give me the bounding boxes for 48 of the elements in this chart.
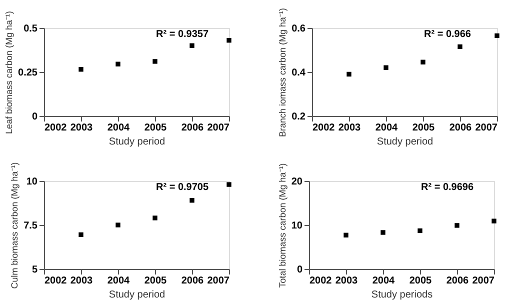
y-tick-label: 10 bbox=[291, 220, 303, 232]
y-tick-label: 0 bbox=[32, 112, 38, 122]
x-tick-label: 2004 bbox=[375, 122, 398, 134]
y-axis-title: Branch iomass carbon (Mg ha⁻¹) bbox=[278, 8, 288, 138]
y-tick-label: 0.2 bbox=[292, 112, 306, 122]
annotation: R² = 0.966 bbox=[424, 29, 472, 40]
y-tick-label: 0 bbox=[296, 264, 303, 276]
x-tick-label: 2002 bbox=[312, 122, 336, 134]
x-tick-label: 2006 bbox=[449, 122, 472, 134]
x-axis-title: Study period bbox=[376, 136, 434, 148]
x-axis-title: Study period bbox=[108, 290, 166, 300]
x-tick-label: 2004 bbox=[107, 122, 130, 134]
y-tick-label: 0.6 bbox=[292, 24, 306, 34]
y-tick-label: 7.5 bbox=[24, 220, 38, 232]
x-tick-label: 2007 bbox=[472, 276, 495, 286]
x-tick-label: 2005 bbox=[412, 122, 436, 134]
y-axis-title: Culm biomass carbon (Mg ha⁻¹) bbox=[10, 162, 20, 289]
x-tick-label: 2006 bbox=[181, 276, 204, 286]
x-tick-label: 2005 bbox=[144, 276, 168, 286]
y-tick-label: 5 bbox=[32, 264, 38, 276]
x-tick-label: 2007 bbox=[475, 122, 498, 134]
y-axis-title: Total biomass carbon (Mg ha⁻¹) bbox=[277, 163, 288, 288]
x-axis-title: Study periods bbox=[371, 290, 433, 300]
y-tick-label: 20 bbox=[291, 176, 303, 188]
x-tick-label: 2005 bbox=[144, 122, 168, 134]
x-tick-label: 2007 bbox=[207, 276, 230, 286]
x-tick-label: 2003 bbox=[338, 122, 362, 134]
x-tick-label: 2004 bbox=[107, 276, 130, 286]
x-tick-label: 2003 bbox=[70, 276, 94, 286]
x-axis-title: Study period bbox=[108, 136, 166, 148]
y-axis-title: Leaf biomass carbon (Mg ha⁻¹) bbox=[4, 10, 14, 134]
x-tick-label: 2006 bbox=[446, 276, 470, 286]
y-tick-label: 0.25 bbox=[18, 68, 38, 78]
annotation: R² = 0.9357 bbox=[156, 29, 209, 40]
y-tick-label: 0.5 bbox=[24, 24, 38, 34]
annotation: R² = 0.9705 bbox=[156, 182, 209, 193]
x-tick-label: 2002 bbox=[310, 276, 332, 286]
annotation: R² = 0.9696 bbox=[421, 182, 474, 193]
y-tick-label: 10 bbox=[26, 176, 38, 188]
x-tick-label: 2004 bbox=[372, 276, 396, 286]
x-tick-label: 2003 bbox=[70, 122, 94, 134]
x-tick-label: 2002 bbox=[44, 276, 68, 286]
y-tick-label: 0.4 bbox=[292, 68, 306, 78]
x-tick-label: 2006 bbox=[181, 122, 204, 134]
x-tick-label: 2002 bbox=[44, 122, 68, 134]
x-tick-label: 2003 bbox=[335, 276, 358, 286]
x-tick-label: 2007 bbox=[207, 122, 230, 134]
x-tick-label: 2005 bbox=[409, 276, 432, 286]
